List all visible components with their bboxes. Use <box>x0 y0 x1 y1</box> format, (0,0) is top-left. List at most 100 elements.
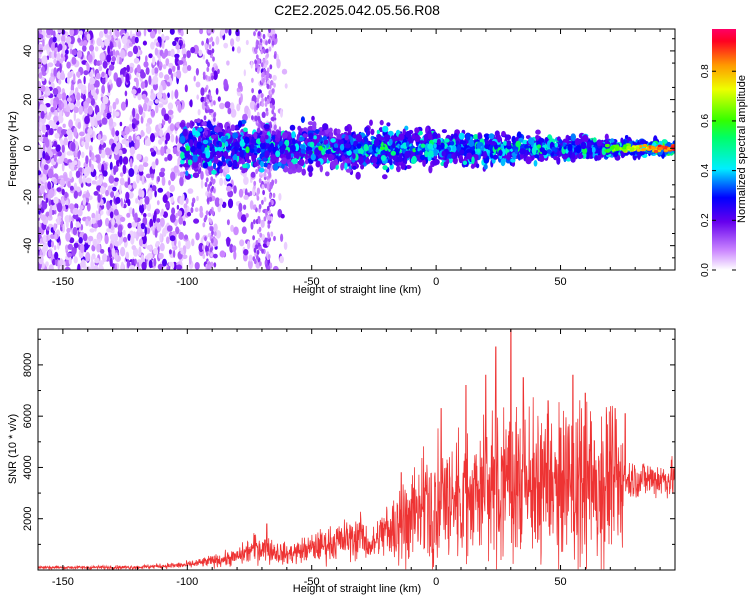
spectrogram-cell <box>128 135 132 143</box>
spectrogram-cell <box>59 58 64 64</box>
spectrogram-cell <box>117 224 123 233</box>
spectrogram-cell <box>70 142 76 152</box>
spectrogram-cell <box>310 153 316 161</box>
spectrogram-cell <box>169 184 175 192</box>
spectrogram-cell <box>212 188 216 194</box>
spectrogram-cell <box>396 165 401 173</box>
spectrogram-cell <box>52 258 56 266</box>
spectrogram-cell <box>48 128 54 136</box>
spectrogram-cell <box>269 193 272 199</box>
spectrogram-cell <box>182 65 189 74</box>
spectrogram-cell <box>161 39 165 49</box>
spectrogram-cell <box>150 173 154 179</box>
spectrogram-cell <box>102 60 108 69</box>
spectrogram-cell <box>311 115 315 122</box>
spectrogram-cell <box>210 176 214 182</box>
spectrogram-cell <box>119 184 122 195</box>
spectrogram-cell <box>263 123 270 130</box>
spectrogram-cell <box>194 262 200 270</box>
spectrogram-cell <box>194 207 199 212</box>
spectrogram-cell <box>75 221 81 228</box>
spectrogram-cell <box>213 253 218 259</box>
spectrogram-cell <box>101 78 106 85</box>
spectrogram-cell <box>131 89 137 95</box>
spectrogram-cell <box>112 109 116 119</box>
spectrogram-cell <box>143 213 147 218</box>
spectrogram-cell <box>235 35 241 42</box>
spectrogram-cell <box>40 110 45 119</box>
spectrogram-cell <box>44 181 48 190</box>
spectrogram-cell <box>176 264 183 270</box>
spectrogram-cell <box>323 139 329 145</box>
spectrogram-cell <box>223 150 229 158</box>
spectrogram-cell <box>132 107 136 118</box>
spectrogram-cell <box>93 240 98 247</box>
spectrogram-cell <box>162 64 167 70</box>
spectrogram-cell <box>115 130 120 137</box>
spectrogram-cell <box>224 141 229 147</box>
spectrogram-cell <box>262 189 265 196</box>
spectrogram-cell <box>67 252 72 258</box>
spectrogram-cell <box>156 218 161 223</box>
spectrogram-cell <box>191 121 195 127</box>
spectrogram-cell <box>182 128 188 137</box>
spectrogram-cell <box>127 177 131 186</box>
spectrogram-cell <box>195 81 201 88</box>
spectrogram-cell <box>174 56 179 67</box>
spectrogram-cell <box>514 149 519 155</box>
spectrogram-cell <box>140 254 145 265</box>
spectrogram-cell <box>112 101 117 110</box>
spectrogram-cell <box>230 124 236 131</box>
spectrogram-cell <box>212 162 217 170</box>
spectrogram-cell <box>154 67 159 74</box>
spectrogram-cell <box>266 181 270 187</box>
spectrogram-cell <box>161 52 167 59</box>
spectrogram-cell <box>38 263 41 270</box>
spectrogram-cell <box>277 130 281 139</box>
spectrogram-cell <box>177 60 184 65</box>
spectrogram-cell <box>172 65 176 72</box>
spectrogram-cell <box>39 34 44 40</box>
spectrogram-cell <box>217 68 220 74</box>
spectrogram-cell <box>264 209 268 215</box>
spectrogram-cell <box>208 109 214 113</box>
spectrogram-cell <box>146 245 152 250</box>
spectrogram-cell <box>292 138 296 144</box>
spectrogram-cell <box>53 178 58 185</box>
spectrogram-cell <box>170 48 175 58</box>
spectrogram-cell <box>196 118 201 124</box>
spectrogram-cell <box>258 204 262 210</box>
spectrogram-cell <box>282 132 288 139</box>
spectrogram-cell <box>195 68 199 76</box>
spectrogram-cell <box>140 129 144 138</box>
spectrogram-cell <box>44 146 48 153</box>
spectrogram-cell <box>571 152 576 160</box>
spectrogram-cell <box>501 130 506 137</box>
spectrogram-cell <box>111 56 116 62</box>
spectrogram-cell <box>154 47 159 56</box>
spectrogram-cell <box>259 141 266 150</box>
spectrogram-cell <box>268 96 272 102</box>
spectrogram-cell <box>100 210 104 215</box>
spectrogram-cell <box>239 150 245 158</box>
spectrogram-cell <box>112 186 117 192</box>
spectrogram-cell <box>45 197 49 204</box>
spectrogram-cell <box>212 70 218 81</box>
spectrogram-cell <box>211 210 215 216</box>
spectrogram-cell <box>173 165 179 173</box>
spectrogram-cell <box>47 62 54 68</box>
spectrogram-cell <box>66 61 71 69</box>
spectrogram-cell <box>185 145 190 152</box>
spectrogram-cell <box>72 160 78 166</box>
spectrogram-cell <box>459 149 465 155</box>
spectrogram-cell <box>127 191 134 199</box>
spectrogram-cell <box>245 39 249 46</box>
spectrogram-cell <box>488 133 495 140</box>
spectrogram-cell <box>245 153 250 162</box>
spectrogram-cell <box>263 216 267 222</box>
spectrogram-cell <box>196 94 199 100</box>
spectrogram-cell <box>270 80 274 86</box>
spectrogram-cell <box>62 223 65 233</box>
spectrogram-cell <box>153 210 157 220</box>
spectrogram-cell <box>89 84 95 91</box>
